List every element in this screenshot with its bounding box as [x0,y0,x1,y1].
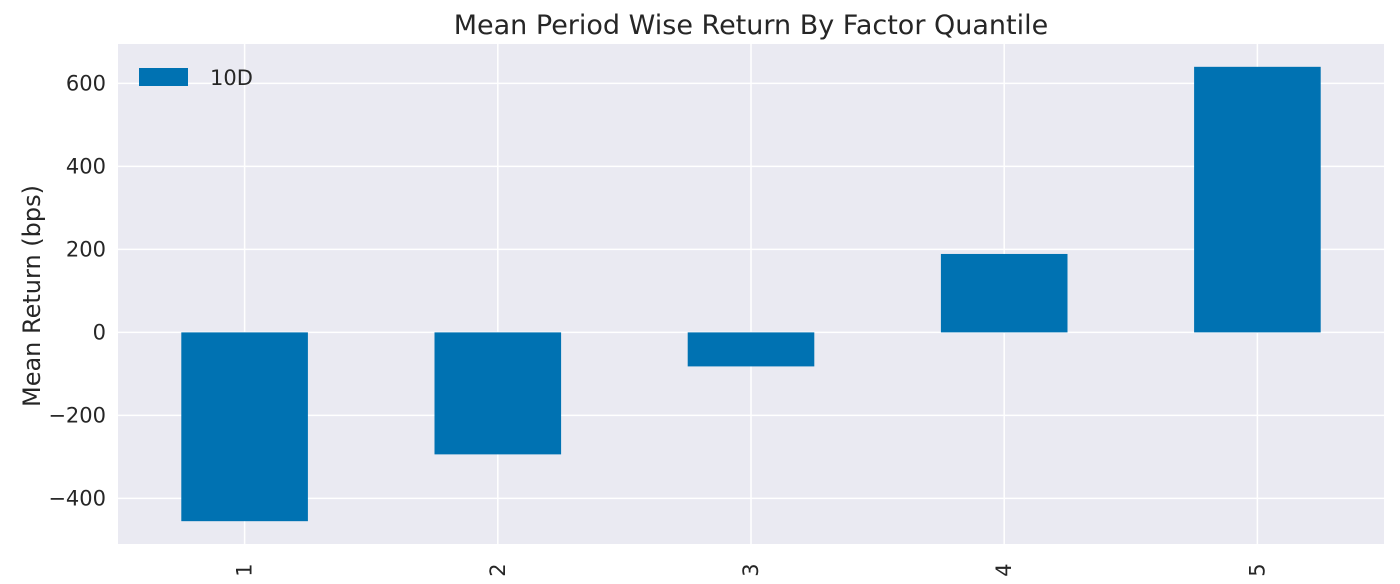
y-axis-label: Mean Return (bps) [18,185,46,407]
legend-swatch-10d [139,68,188,86]
y-tick-label: −400 [48,486,106,510]
x-tick-label: 1 [233,563,257,576]
y-tick-label: 400 [66,154,106,178]
y-tick-label: 0 [93,320,106,344]
bar-quantile-4 [940,253,1068,333]
y-tick-label: −200 [48,403,106,427]
chart-title: Mean Period Wise Return By Factor Quanti… [454,10,1049,41]
x-tick-label: 3 [739,563,763,576]
bar-quantile-1 [181,332,308,522]
x-tick-label: 4 [992,563,1016,576]
legend: 10D [139,66,253,90]
y-tick-label: 200 [66,237,106,261]
bars [181,66,1321,522]
x-tick-labels: 1 2 3 4 5 [233,563,1270,576]
x-tick-label: 5 [1245,563,1269,576]
y-tick-label: 600 [66,71,106,95]
y-tick-labels: −400 −200 0 200 400 600 [48,71,106,510]
legend-label-10d: 10D [210,66,253,90]
bar-quantile-5 [1194,66,1321,333]
x-tick-label: 2 [486,563,510,576]
bar-quantile-3 [687,332,815,367]
bar-quantile-2 [434,332,562,455]
